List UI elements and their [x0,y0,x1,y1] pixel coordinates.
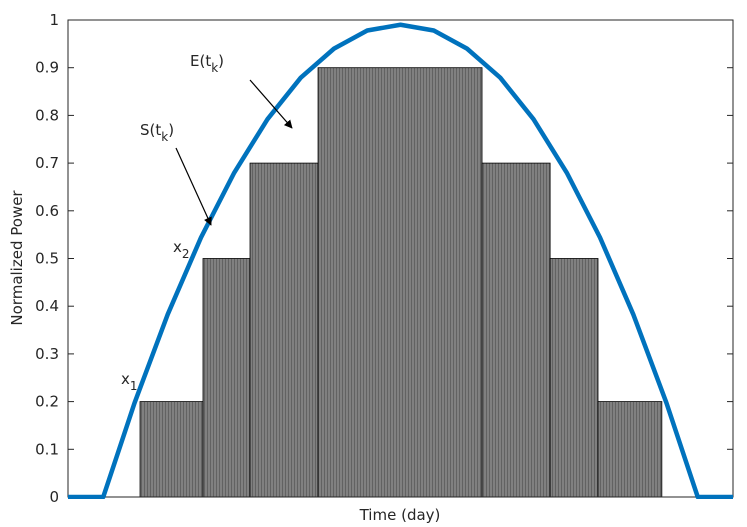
y-tick-label: 0.7 [35,154,59,172]
step-bar [202,258,251,498]
step-bar [139,401,204,498]
annotation-subscript: k [161,130,168,144]
annotation-text-end: ) [168,121,174,139]
step-bar [481,162,551,498]
y-tick-label: 0.2 [35,393,59,411]
y-tick-label: 0 [49,488,59,506]
annotation: E(tk) [190,52,224,75]
step-bar [549,258,599,498]
annotation-subscript: 2 [182,247,190,261]
step-bar [317,67,483,498]
y-tick-label: 0.5 [35,250,59,268]
annotation-arrow [249,79,293,129]
annotation-text: x [121,370,130,388]
annotation-text: E(t [190,52,211,70]
annotation: S(tk) [140,121,174,144]
y-tick-label: 0.1 [35,440,59,458]
y-tick-label: 0.4 [35,297,59,315]
annotation-subscript: k [211,61,218,75]
annotation-text: S(t [140,121,161,139]
annotation-subscript: 1 [130,379,138,393]
annotation: x1 [121,370,138,393]
y-axis-label: Normalized Power [8,190,26,326]
y-tick-label: 0.8 [35,106,59,124]
annotation-arrow [175,147,212,226]
y-tick-label: 0.6 [35,202,59,220]
annotation-text: x [173,238,182,256]
y-tick-label: 0.9 [35,59,59,77]
annotation-text-end: ) [218,52,224,70]
x-axis-label: Time (day) [359,506,441,524]
line [68,22,733,499]
y-tick-label: 1 [49,11,59,29]
step-bar [597,401,663,498]
step-bar [249,162,319,498]
annotation: x2 [173,238,190,261]
y-tick-label: 0.3 [35,345,59,363]
